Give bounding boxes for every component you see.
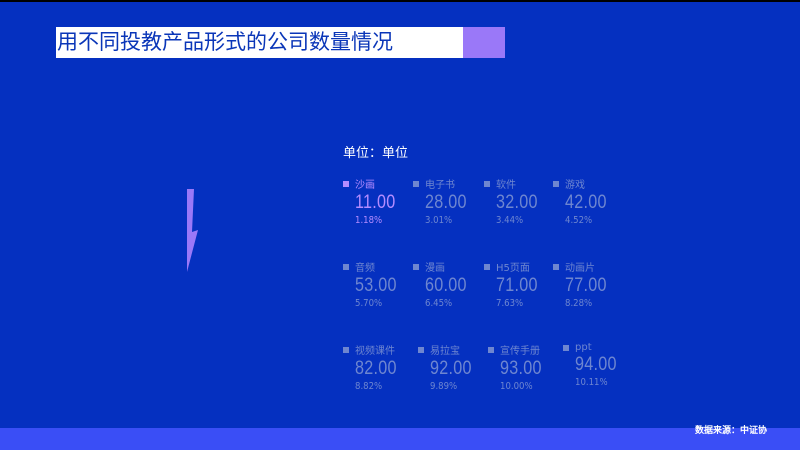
legend-marker-icon [488, 346, 494, 353]
top-border [0, 0, 800, 2]
legend-label-row: 动画片 [553, 259, 614, 274]
legend-item[interactable]: ppt 94.00 10.11% [563, 342, 624, 388]
legend-label: 沙画 [355, 180, 375, 191]
legend-marker-icon [413, 180, 419, 187]
legend-item[interactable]: 音频 53.00 5.70% [343, 259, 404, 309]
legend-value: 11.00 [355, 192, 396, 213]
data-source: 数据来源：中证协 [694, 426, 767, 436]
title-accent [463, 27, 505, 58]
legend-label-row: 电子书 [413, 176, 474, 191]
legend-item[interactable]: 视频课件 82.00 8.82% [343, 342, 404, 392]
legend-label: 音频 [355, 263, 375, 274]
legend-label: ppt [575, 342, 592, 353]
legend-marker-icon [553, 263, 559, 270]
legend-percent: 3.44% [496, 215, 524, 226]
legend-marker-icon [553, 180, 559, 187]
legend-percent: 1.18% [355, 215, 383, 226]
legend-marker-icon [563, 344, 569, 351]
legend-percent: 5.70% [355, 298, 383, 309]
legend-percent: 8.28% [565, 298, 593, 309]
unit-label: 单位：单位 [343, 146, 409, 161]
legend-marker-icon [484, 263, 490, 270]
legend-item[interactable]: 沙画 11.00 1.18% [343, 176, 403, 226]
legend-item[interactable]: 漫画 60.00 6.45% [413, 259, 474, 309]
legend-value: 32.00 [496, 192, 538, 213]
legend-value: 77.00 [565, 275, 607, 296]
legend-value: 28.00 [425, 192, 467, 213]
legend-value: 93.00 [500, 358, 542, 379]
legend-marker-icon [343, 180, 349, 187]
rose-chart [187, 189, 198, 272]
legend-percent: 8.82% [355, 381, 383, 392]
legend-percent: 10.00% [500, 381, 533, 392]
legend-label-row: 游戏 [553, 176, 614, 191]
page-title: 用不同投教产品形式的公司数量情况 [56, 27, 463, 58]
legend-label: 软件 [496, 180, 516, 191]
legend-value: 60.00 [425, 275, 467, 296]
legend-percent: 7.63% [496, 298, 524, 309]
legend-value: 92.00 [430, 358, 472, 379]
legend-item[interactable]: 易拉宝 92.00 9.89% [418, 342, 479, 392]
legend-label: 易拉宝 [430, 346, 460, 357]
legend-label-row: H5页面 [484, 259, 545, 274]
legend-label: H5页面 [496, 263, 530, 274]
legend-item[interactable]: H5页面 71.00 7.63% [484, 259, 545, 309]
legend-label: 漫画 [425, 263, 445, 274]
legend-item[interactable]: 动画片 77.00 8.28% [553, 259, 614, 309]
legend-marker-icon [413, 263, 419, 270]
legend-value: 94.00 [575, 354, 617, 375]
legend-marker-icon [418, 346, 424, 353]
legend-label-row: 音频 [343, 259, 404, 274]
legend-item[interactable]: 宣传手册 93.00 10.00% [488, 342, 549, 392]
legend-label: 动画片 [565, 263, 595, 274]
legend-label: 宣传手册 [500, 346, 540, 357]
legend-item[interactable]: 软件 32.00 3.44% [484, 176, 545, 226]
legend-label-row: 视频课件 [343, 342, 404, 357]
legend-label-row: 漫画 [413, 259, 474, 274]
legend-label: 电子书 [425, 180, 455, 191]
legend-value: 71.00 [496, 275, 538, 296]
legend-value: 42.00 [565, 192, 607, 213]
legend-percent: 9.89% [430, 381, 458, 392]
footer-bar [0, 428, 800, 450]
legend-label-row: 沙画 [343, 176, 403, 191]
legend-label-row: ppt [563, 342, 624, 353]
rose-slice-active[interactable] [187, 189, 198, 272]
legend-label: 游戏 [565, 180, 585, 191]
legend-value: 82.00 [355, 358, 397, 379]
legend-percent: 10.11% [575, 377, 608, 388]
legend-value: 53.00 [355, 275, 397, 296]
legend-percent: 4.52% [565, 215, 593, 226]
legend-percent: 3.01% [425, 215, 453, 226]
legend-percent: 6.45% [425, 298, 453, 309]
legend-marker-icon [484, 180, 490, 187]
legend-label-row: 宣传手册 [488, 342, 549, 357]
legend-label-row: 易拉宝 [418, 342, 479, 357]
legend-item[interactable]: 游戏 42.00 4.52% [553, 176, 614, 226]
legend-label: 视频课件 [355, 346, 395, 357]
legend-label-row: 软件 [484, 176, 545, 191]
legend-marker-icon [343, 263, 349, 270]
legend-item[interactable]: 电子书 28.00 3.01% [413, 176, 474, 226]
legend-marker-icon [343, 346, 349, 353]
